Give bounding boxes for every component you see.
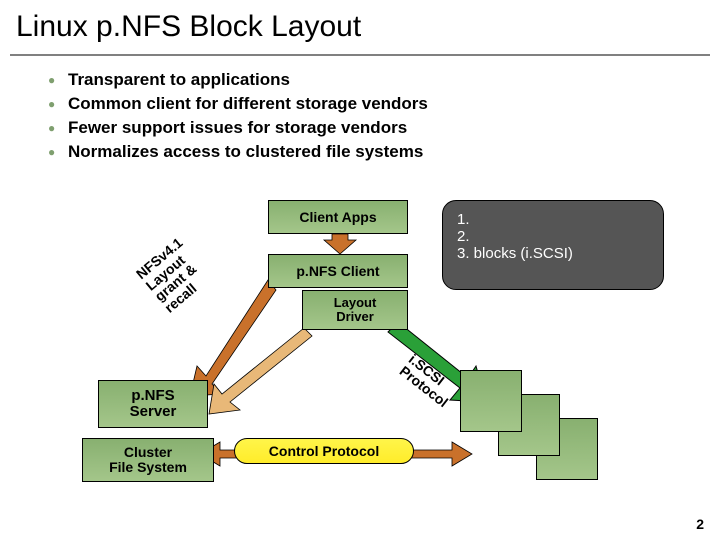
box-label: Layout bbox=[334, 296, 377, 310]
bullet-list: Transparent to applications Common clien… bbox=[48, 70, 720, 162]
bullet-item: Common client for different storage vend… bbox=[48, 94, 720, 114]
nfs-layout-label: NFSv4.1 Layout grant & recall bbox=[134, 235, 214, 316]
box-label: Client Apps bbox=[299, 209, 376, 225]
bullet-item: Transparent to applications bbox=[48, 70, 720, 90]
client-apps-box: Client Apps bbox=[268, 200, 408, 234]
box-label: p.NFS bbox=[131, 388, 174, 405]
architecture-diagram: 1. 2. 3. blocks (i.SCSI) Client Apps p.N… bbox=[0, 180, 720, 520]
note-label: Control Protocol bbox=[269, 443, 379, 459]
layout-type-line: 1. bbox=[457, 211, 649, 228]
iscsi-protocol-label: i.SCSI Protocol bbox=[397, 352, 460, 410]
page-title: Linux p.NFS Block Layout bbox=[16, 10, 704, 44]
pnfs-server-box: p.NFS Server bbox=[98, 380, 208, 428]
box-label: Cluster bbox=[124, 445, 172, 460]
page-number: 2 bbox=[696, 516, 704, 532]
box-label: Driver bbox=[336, 310, 374, 324]
control-protocol-note: Control Protocol bbox=[234, 438, 414, 464]
layout-types-panel: 1. 2. 3. blocks (i.SCSI) bbox=[442, 200, 664, 290]
title-bar: Linux p.NFS Block Layout bbox=[0, 0, 720, 50]
storage-box bbox=[460, 370, 522, 432]
layout-type-line: 2. bbox=[457, 228, 649, 245]
cluster-fs-box: Cluster File System bbox=[82, 438, 214, 482]
layout-type-line: 3. blocks (i.SCSI) bbox=[457, 245, 649, 262]
box-label: File System bbox=[109, 460, 187, 475]
box-label: Server bbox=[130, 404, 177, 421]
pnfs-client-box: p.NFS Client bbox=[268, 254, 408, 288]
title-underline bbox=[10, 54, 710, 56]
bullet-item: Fewer support issues for storage vendors bbox=[48, 118, 720, 138]
bullet-item: Normalizes access to clustered file syst… bbox=[48, 142, 720, 162]
layout-driver-box: Layout Driver bbox=[302, 290, 408, 330]
box-label: p.NFS Client bbox=[296, 263, 379, 279]
